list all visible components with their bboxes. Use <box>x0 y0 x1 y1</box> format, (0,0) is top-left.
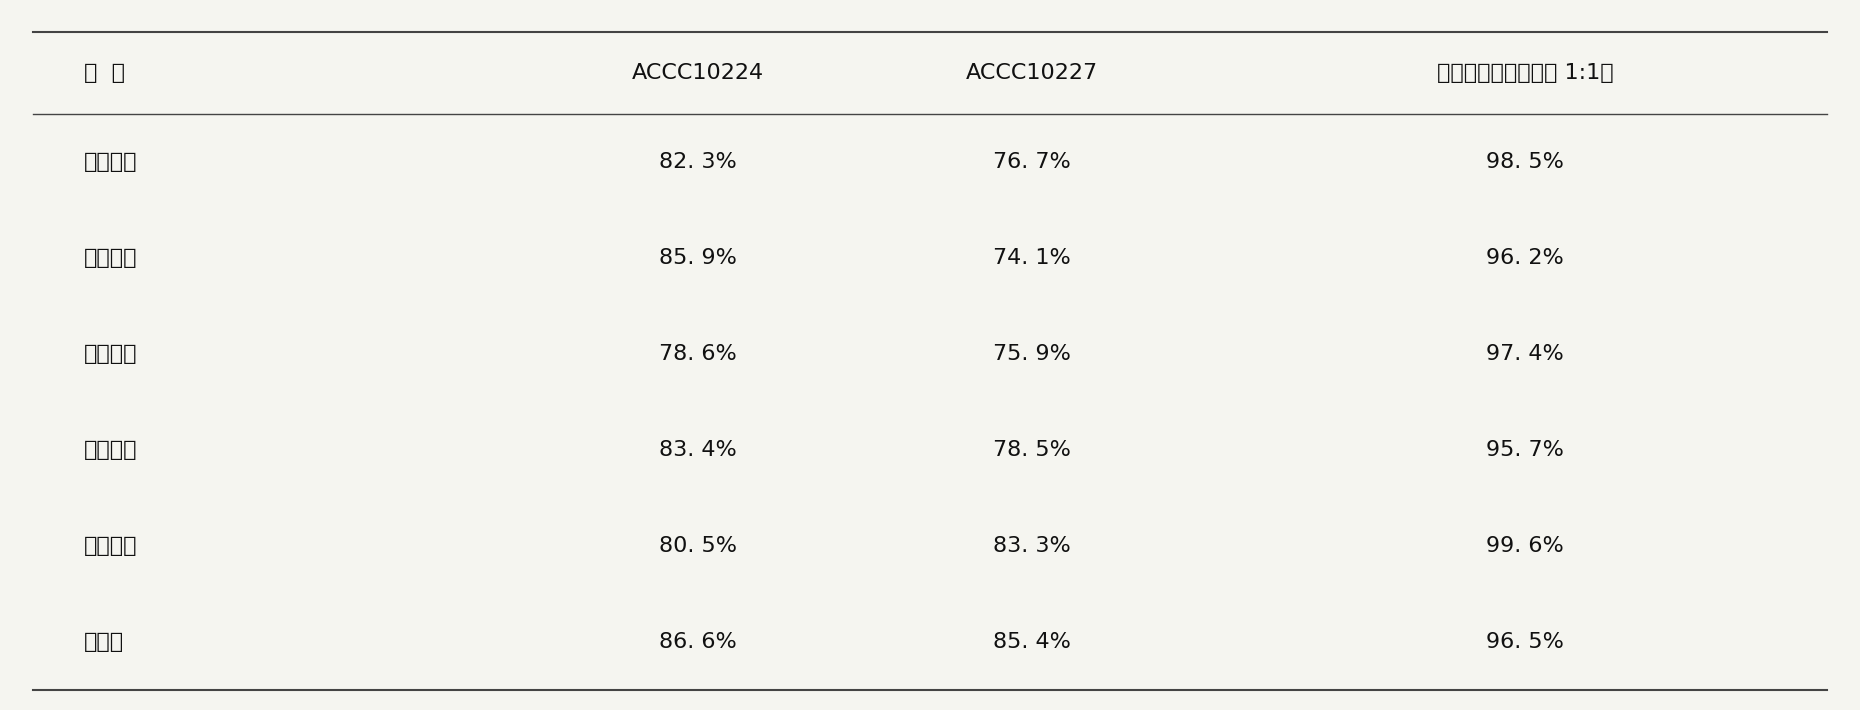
Text: 78. 5%: 78. 5% <box>993 440 1071 460</box>
Text: 96. 5%: 96. 5% <box>1486 632 1564 652</box>
Text: 苯磺隆: 苯磺隆 <box>84 632 125 652</box>
Text: 97. 4%: 97. 4% <box>1486 344 1564 364</box>
Text: 83. 3%: 83. 3% <box>993 536 1071 556</box>
Text: 76. 7%: 76. 7% <box>993 152 1071 172</box>
Text: 98. 5%: 98. 5% <box>1486 152 1564 172</box>
Text: 96. 2%: 96. 2% <box>1486 248 1564 268</box>
Text: 85. 4%: 85. 4% <box>993 632 1071 652</box>
Text: 99. 6%: 99. 6% <box>1486 536 1564 556</box>
Text: 苄嘧磺隆: 苄嘧磺隆 <box>84 440 138 460</box>
Text: 83. 4%: 83. 4% <box>658 440 737 460</box>
Text: 噻吩磺隆: 噻吩磺隆 <box>84 536 138 556</box>
Text: 75. 9%: 75. 9% <box>993 344 1071 364</box>
Text: 95. 7%: 95. 7% <box>1486 440 1564 460</box>
Text: 单嘧磺隆: 单嘧磺隆 <box>84 344 138 364</box>
Text: 85. 9%: 85. 9% <box>658 248 737 268</box>
Text: 82. 3%: 82. 3% <box>658 152 737 172</box>
Text: 名  称: 名 称 <box>84 62 125 83</box>
Text: ACCC10224: ACCC10224 <box>631 62 764 83</box>
Text: 80. 5%: 80. 5% <box>658 536 737 556</box>
Text: 74. 1%: 74. 1% <box>993 248 1071 268</box>
Text: 86. 6%: 86. 6% <box>658 632 737 652</box>
Text: ACCC10227: ACCC10227 <box>965 62 1099 83</box>
Text: 甲嘧磺隆: 甲嘧磺隆 <box>84 248 138 268</box>
Text: 烟嘧磺隆: 烟嘧磺隆 <box>84 152 138 172</box>
Text: 复合菌液（体积比为 1:1）: 复合菌液（体积比为 1:1） <box>1438 62 1613 83</box>
Text: 78. 6%: 78. 6% <box>658 344 737 364</box>
